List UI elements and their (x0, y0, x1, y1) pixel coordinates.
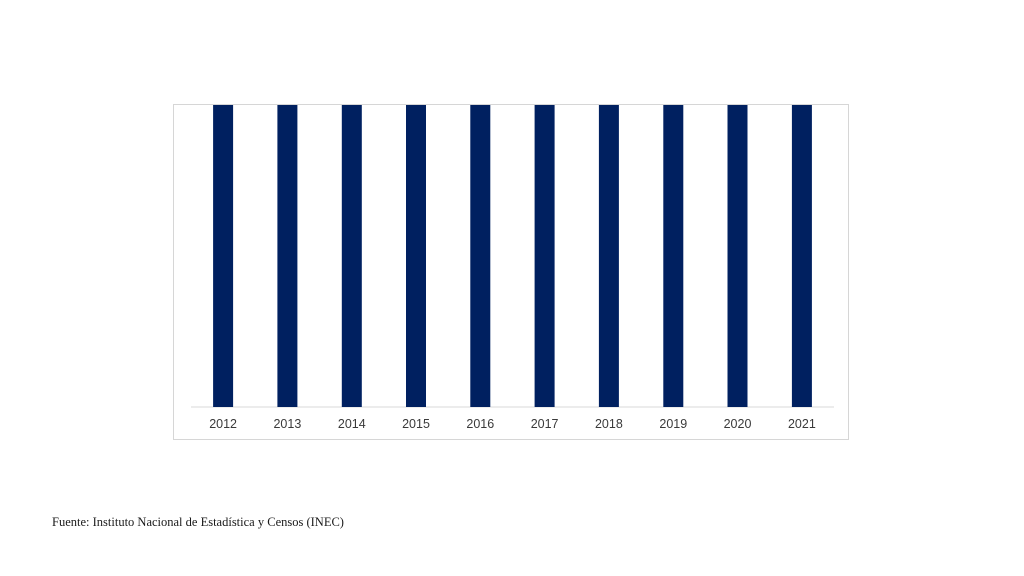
x-tick-label-2021: 2021 (788, 417, 816, 431)
bar-2016 (470, 105, 491, 407)
chart-frame: 2.719.20620122.934.21520133.086.82820143… (173, 104, 849, 440)
bar-2012 (213, 105, 234, 407)
bar-chart: 2.719.20620122.934.21520133.086.82820143… (191, 105, 834, 431)
x-tick-label-2014: 2014 (338, 417, 366, 431)
bar-2013 (277, 105, 298, 407)
x-tick-label-2016: 2016 (466, 417, 494, 431)
bar-2017 (534, 105, 555, 407)
bar-2019 (663, 105, 684, 407)
bar-2018 (598, 105, 619, 408)
bar-2014 (341, 105, 362, 407)
bar-2015 (406, 105, 426, 407)
bar-2020 (727, 105, 748, 408)
source-note: Fuente: Instituto Nacional de Estadístic… (52, 515, 344, 529)
x-tick-label-2020: 2020 (724, 417, 752, 431)
x-tick-label-2012: 2012 (209, 417, 237, 431)
x-tick-label-2018: 2018 (595, 417, 623, 431)
bar-2021 (791, 105, 812, 408)
x-tick-label-2015: 2015 (402, 417, 430, 431)
x-tick-label-2013: 2013 (273, 417, 301, 431)
x-tick-label-2019: 2019 (659, 417, 687, 431)
x-tick-label-2017: 2017 (531, 417, 559, 431)
